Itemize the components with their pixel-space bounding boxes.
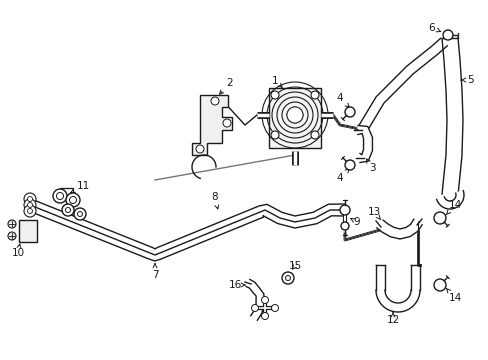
FancyBboxPatch shape — [268, 88, 320, 148]
Circle shape — [270, 91, 279, 99]
Circle shape — [8, 220, 16, 228]
FancyBboxPatch shape — [19, 220, 37, 242]
Circle shape — [77, 212, 82, 216]
Circle shape — [66, 193, 80, 207]
Circle shape — [27, 202, 32, 207]
Circle shape — [65, 207, 70, 212]
Text: 8: 8 — [211, 192, 218, 209]
Text: 4: 4 — [336, 93, 348, 107]
Polygon shape — [357, 38, 447, 132]
Text: 14: 14 — [445, 200, 461, 215]
Circle shape — [24, 199, 36, 211]
Text: 14: 14 — [445, 288, 461, 303]
Polygon shape — [192, 95, 231, 155]
Circle shape — [8, 232, 16, 240]
Circle shape — [282, 272, 293, 284]
Circle shape — [286, 107, 303, 123]
Polygon shape — [375, 290, 419, 312]
Circle shape — [345, 160, 354, 170]
Circle shape — [340, 222, 348, 230]
Text: 2: 2 — [219, 78, 233, 94]
Circle shape — [310, 131, 318, 139]
Text: 13: 13 — [366, 207, 380, 220]
Circle shape — [285, 275, 290, 280]
Circle shape — [261, 297, 268, 303]
Polygon shape — [357, 126, 372, 162]
Text: 7: 7 — [151, 264, 158, 280]
Text: 9: 9 — [350, 217, 360, 227]
Circle shape — [223, 119, 230, 127]
Polygon shape — [245, 279, 264, 320]
Circle shape — [339, 205, 349, 215]
Circle shape — [251, 305, 258, 311]
Circle shape — [24, 205, 36, 217]
Circle shape — [270, 131, 279, 139]
Text: 15: 15 — [288, 261, 301, 271]
Circle shape — [345, 107, 354, 117]
Circle shape — [433, 212, 445, 224]
Polygon shape — [376, 219, 421, 239]
Text: 1: 1 — [271, 76, 282, 87]
Text: 4: 4 — [336, 169, 348, 183]
Circle shape — [27, 197, 32, 202]
Circle shape — [57, 193, 63, 199]
Circle shape — [27, 208, 32, 213]
Circle shape — [24, 193, 36, 205]
Polygon shape — [436, 191, 463, 209]
Text: 5: 5 — [460, 75, 472, 85]
Circle shape — [69, 197, 76, 203]
Circle shape — [196, 145, 203, 153]
Circle shape — [53, 189, 67, 203]
Circle shape — [261, 312, 268, 320]
Text: 10: 10 — [11, 244, 24, 258]
Circle shape — [210, 97, 219, 105]
Circle shape — [271, 305, 278, 311]
Text: 16: 16 — [228, 280, 244, 290]
Polygon shape — [441, 37, 462, 196]
Circle shape — [74, 208, 86, 220]
Circle shape — [310, 91, 318, 99]
Text: 6: 6 — [428, 23, 440, 33]
Circle shape — [433, 279, 445, 291]
Text: 12: 12 — [386, 312, 399, 325]
Circle shape — [62, 204, 74, 216]
Circle shape — [442, 30, 452, 40]
Text: 3: 3 — [366, 159, 375, 173]
Text: 11: 11 — [71, 181, 89, 193]
